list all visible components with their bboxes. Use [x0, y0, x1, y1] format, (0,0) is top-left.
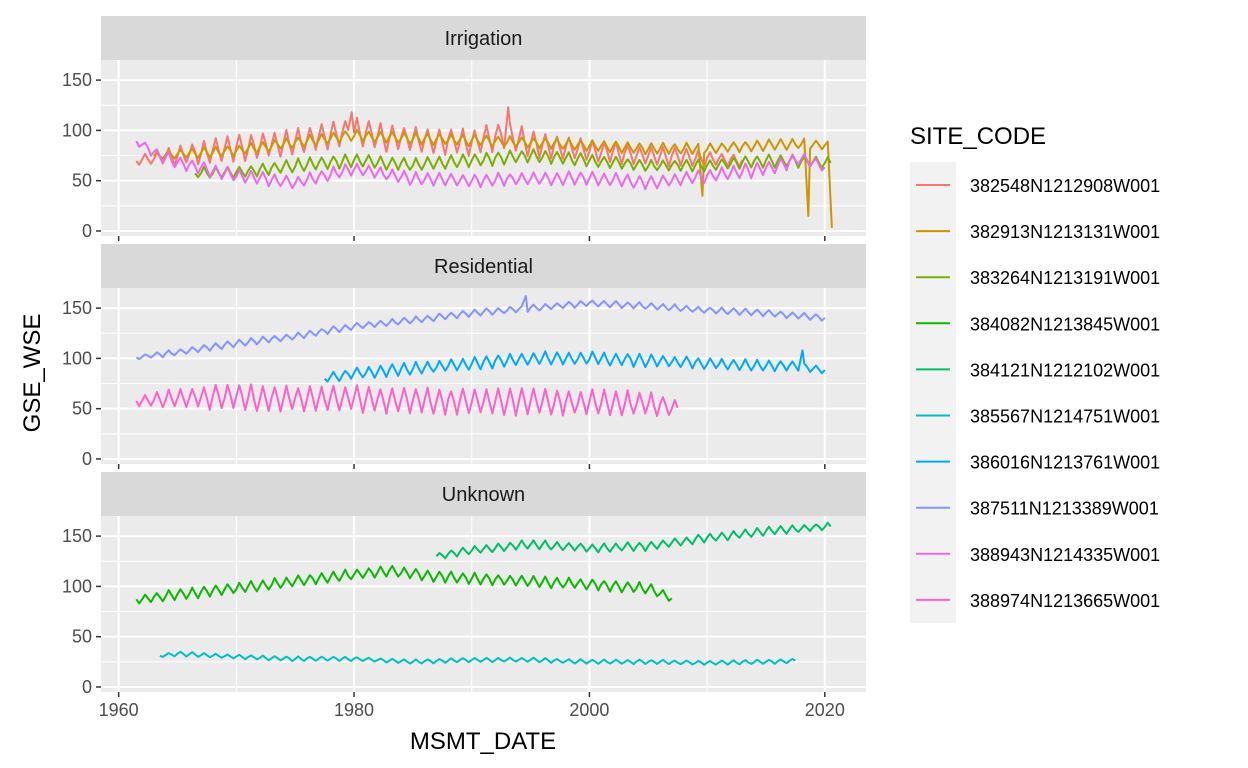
- series-line-384121N1212102W001: [435, 521, 832, 560]
- series-line-388943N1214335W001: [135, 140, 826, 191]
- legend-item: 388943N1214335W001: [916, 545, 1160, 565]
- series-line-385567N1214751W001: [159, 650, 796, 666]
- y-tick-label: 150: [62, 298, 92, 318]
- x-axis-title: MSMT_DATE: [410, 728, 556, 755]
- y-tick-label: 150: [62, 70, 92, 90]
- legend-item: 384121N1212102W001: [916, 360, 1160, 380]
- facet-panels: Irrigation050100150Residential050100150U…: [62, 16, 866, 720]
- legend-item: 383264N1213191W001: [916, 268, 1160, 288]
- legend-label: 382913N1213131W001: [970, 222, 1160, 242]
- x-tick-label: 2000: [569, 700, 609, 720]
- series-line-384082N1213845W001: [135, 564, 673, 605]
- x-tick-label: 2020: [805, 700, 845, 720]
- y-tick-label: 0: [82, 677, 92, 697]
- facet-strip: [101, 472, 866, 516]
- legend-key-background: [910, 162, 956, 623]
- facet-strip-label: Unknown: [442, 484, 525, 506]
- y-tick-label: 50: [72, 171, 92, 191]
- legend-label: 382548N1212908W001: [970, 176, 1160, 196]
- x-tick-label: 1960: [99, 700, 139, 720]
- facet-strip-label: Residential: [434, 256, 533, 278]
- legend-label: 386016N1213761W001: [970, 453, 1160, 473]
- facet-panel-residential: Residential 0 50 100 150: [62, 244, 866, 469]
- legend-label: 383264N1213191W001: [970, 268, 1160, 288]
- x-tick-label: 1980: [334, 700, 374, 720]
- series-line-387511N1213389W001: [135, 295, 826, 361]
- y-axis-title: GSE_WSE: [19, 314, 46, 433]
- legend-item: 387511N1213389W001: [916, 499, 1159, 519]
- legend-label: 387511N1213389W001: [970, 499, 1159, 519]
- y-tick-label: 100: [62, 120, 92, 140]
- plot-background: [101, 516, 866, 692]
- series-line-388974N1213665W001: [135, 383, 679, 418]
- legend-label: 384082N1213845W001: [970, 314, 1160, 334]
- legend-label: 388974N1213665W001: [970, 591, 1160, 611]
- y-tick-label: 0: [82, 221, 92, 241]
- legend: SITE_CODE 382548N1212908W001 382913N12131…: [910, 123, 1160, 623]
- facet-panel-irrigation: Irrigation 0 50 100 150: [62, 16, 866, 241]
- plot-background: [101, 288, 866, 464]
- y-tick-label: 150: [62, 526, 92, 546]
- legend-item: 385567N1214751W001: [916, 407, 1160, 427]
- facet-strip: [101, 244, 866, 288]
- legend-label: 388943N1214335W001: [970, 545, 1160, 565]
- legend-label: 384121N1212102W001: [970, 360, 1160, 380]
- legend-item: 388974N1213665W001: [916, 591, 1160, 611]
- y-tick-label: 100: [62, 348, 92, 368]
- legend-item: 382548N1212908W001: [916, 176, 1160, 196]
- legend-label: 385567N1214751W001: [970, 407, 1160, 427]
- series-line-386016N1213761W001: [323, 349, 826, 383]
- legend-title: SITE_CODE: [910, 123, 1046, 150]
- legend-item: 382913N1213131W001: [916, 222, 1160, 242]
- y-tick-label: 50: [72, 399, 92, 419]
- y-tick-label: 100: [62, 576, 92, 596]
- legend-item: 386016N1213761W001: [916, 453, 1160, 473]
- legend-items: 382548N1212908W001 382913N1213131W001 3832…: [916, 176, 1160, 611]
- series-line-382913N1213131W001: [153, 128, 833, 228]
- legend-item: 384082N1213845W001: [916, 314, 1160, 334]
- facet-strip: [101, 16, 866, 60]
- y-tick-label: 50: [72, 627, 92, 647]
- facet-strip-label: Irrigation: [445, 28, 523, 50]
- series-line-383264N1213191W001: [194, 148, 832, 179]
- series-line-382548N1212908W001: [135, 106, 744, 168]
- y-tick-label: 0: [82, 449, 92, 469]
- facet-panel-unknown: Unknown 0 50 100 150 1960 1980 2000 2020: [62, 472, 866, 720]
